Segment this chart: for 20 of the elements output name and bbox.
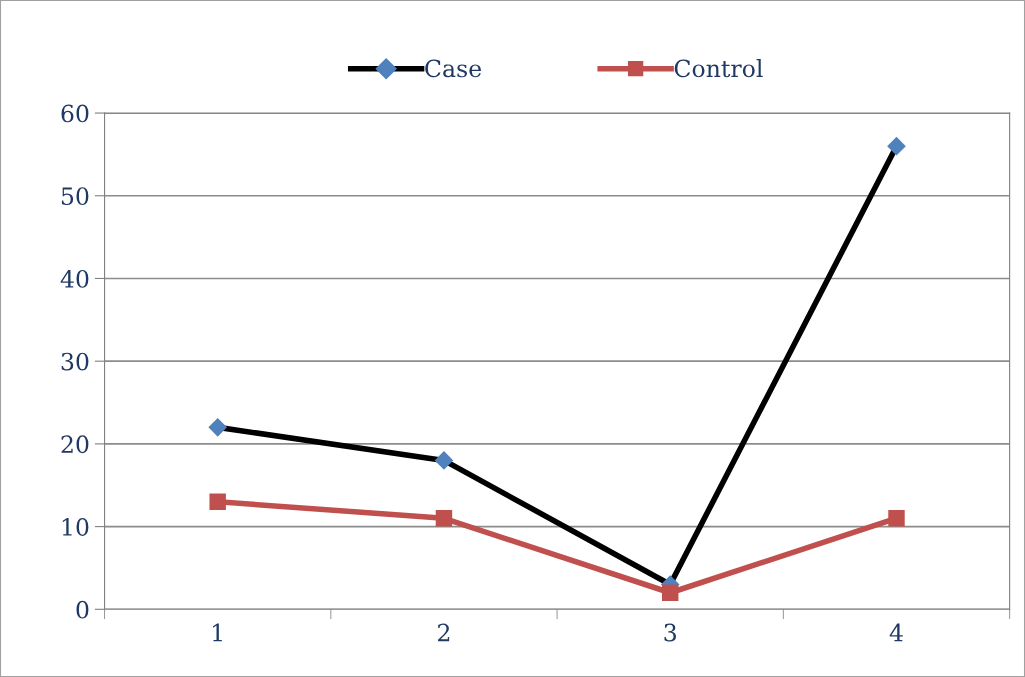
- point: [209, 493, 226, 510]
- y-tick-label: 20: [61, 435, 89, 454]
- x-tick-label: 4: [889, 623, 903, 642]
- y-tick-label: 0: [76, 600, 89, 619]
- point: [887, 136, 906, 156]
- y-tick-label: 40: [60, 269, 89, 288]
- y-tick-label: 60: [61, 104, 89, 123]
- x-tick-label: 1: [213, 623, 222, 642]
- x-tick-label: 3: [664, 623, 676, 642]
- point: [662, 584, 679, 601]
- point: [434, 451, 454, 470]
- y-tick-label: 50: [61, 187, 89, 206]
- legend-label: Case: [425, 59, 481, 78]
- x-tick-label: 2: [438, 623, 450, 642]
- point: [435, 510, 453, 527]
- y-tick-label: 30: [61, 352, 89, 371]
- y-tick-label: 10: [62, 518, 89, 536]
- point: [208, 418, 227, 437]
- legend-label: Control: [674, 59, 763, 78]
- point: [888, 510, 905, 527]
